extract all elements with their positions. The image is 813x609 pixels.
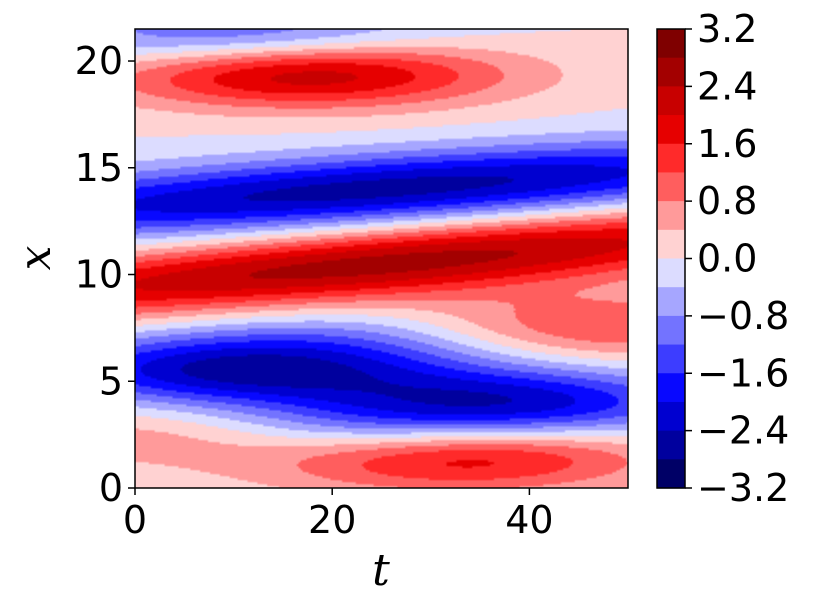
x-tick-label: 40 <box>505 498 553 542</box>
colorbar-tick-label: 0.8 <box>697 179 757 223</box>
colorbar-segment <box>657 430 685 460</box>
colorbar-tick-label: 1.6 <box>697 122 757 166</box>
colorbar-tick-label: −1.6 <box>697 351 789 395</box>
plot-frame <box>134 28 629 489</box>
x-tick-label: 0 <box>123 498 147 542</box>
colorbar-segment <box>657 315 685 346</box>
colorbar-tick-label: 0.0 <box>697 237 757 281</box>
colorbar-segment <box>657 57 685 87</box>
colorbar-segment <box>657 373 685 403</box>
x-axis: 0 20 40 <box>123 488 554 542</box>
colorbar-tick-label: 2.4 <box>697 64 757 108</box>
y-tick-label: 15 <box>75 146 123 190</box>
colorbar: 3.2 2.4 1.6 0.8 0.0 −0.8 −1.6 −2.4 −3.2 <box>656 7 789 510</box>
colorbar-tick-label: −3.2 <box>697 466 789 510</box>
colorbar-segment <box>657 201 685 231</box>
y-tick-label: 5 <box>99 359 123 403</box>
y-axis: 0 5 10 15 20 <box>75 39 135 510</box>
colorbar-segment <box>657 401 685 432</box>
colorbar-segment <box>657 172 685 202</box>
colorbar-segment <box>657 344 685 374</box>
colorbar-segment <box>657 229 685 260</box>
colorbar-tick-label: −0.8 <box>697 294 789 338</box>
colorbar-segment <box>657 115 685 145</box>
y-tick-label: 10 <box>75 253 123 297</box>
colorbar-segment <box>657 258 685 288</box>
y-tick-label: 0 <box>99 466 123 510</box>
x-tick-label: 20 <box>308 498 356 542</box>
y-tick-label: 20 <box>75 39 123 83</box>
colorbar-segment <box>657 287 685 317</box>
colorbar-segment <box>657 29 685 59</box>
colorbar-tick-label: 3.2 <box>697 7 757 51</box>
colorbar-segment <box>657 143 685 174</box>
plot-area <box>134 28 629 489</box>
colorbar-segment <box>657 459 685 489</box>
x-axis-label: t <box>372 545 390 596</box>
y-axis-label: x <box>10 245 61 270</box>
colorbar-segment <box>657 86 685 116</box>
contour-field <box>135 29 628 488</box>
colorbar-tick-label: −2.4 <box>697 409 789 453</box>
